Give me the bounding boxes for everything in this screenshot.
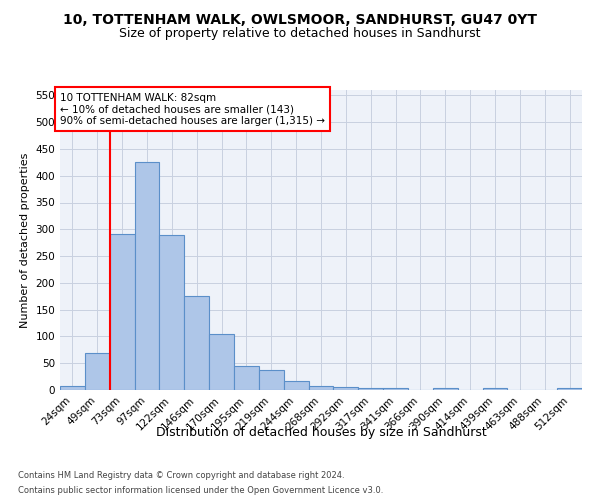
Bar <box>358 388 383 390</box>
Bar <box>85 352 110 390</box>
Bar <box>209 334 234 390</box>
Bar <box>184 296 209 390</box>
Bar <box>234 366 259 390</box>
Bar <box>110 234 134 390</box>
Text: Distribution of detached houses by size in Sandhurst: Distribution of detached houses by size … <box>155 426 487 439</box>
Bar <box>160 234 184 390</box>
Bar <box>557 388 582 390</box>
Y-axis label: Number of detached properties: Number of detached properties <box>20 152 30 328</box>
Bar <box>284 381 308 390</box>
Text: 10, TOTTENHAM WALK, OWLSMOOR, SANDHURST, GU47 0YT: 10, TOTTENHAM WALK, OWLSMOOR, SANDHURST,… <box>63 12 537 26</box>
Bar <box>259 370 284 390</box>
Bar <box>334 388 358 390</box>
Bar <box>134 162 160 390</box>
Bar <box>482 388 508 390</box>
Bar <box>433 388 458 390</box>
Bar <box>60 386 85 390</box>
Bar <box>383 388 408 390</box>
Text: 10 TOTTENHAM WALK: 82sqm
← 10% of detached houses are smaller (143)
90% of semi-: 10 TOTTENHAM WALK: 82sqm ← 10% of detach… <box>60 92 325 126</box>
Text: Contains public sector information licensed under the Open Government Licence v3: Contains public sector information licen… <box>18 486 383 495</box>
Bar <box>308 386 334 390</box>
Text: Size of property relative to detached houses in Sandhurst: Size of property relative to detached ho… <box>119 28 481 40</box>
Text: Contains HM Land Registry data © Crown copyright and database right 2024.: Contains HM Land Registry data © Crown c… <box>18 471 344 480</box>
